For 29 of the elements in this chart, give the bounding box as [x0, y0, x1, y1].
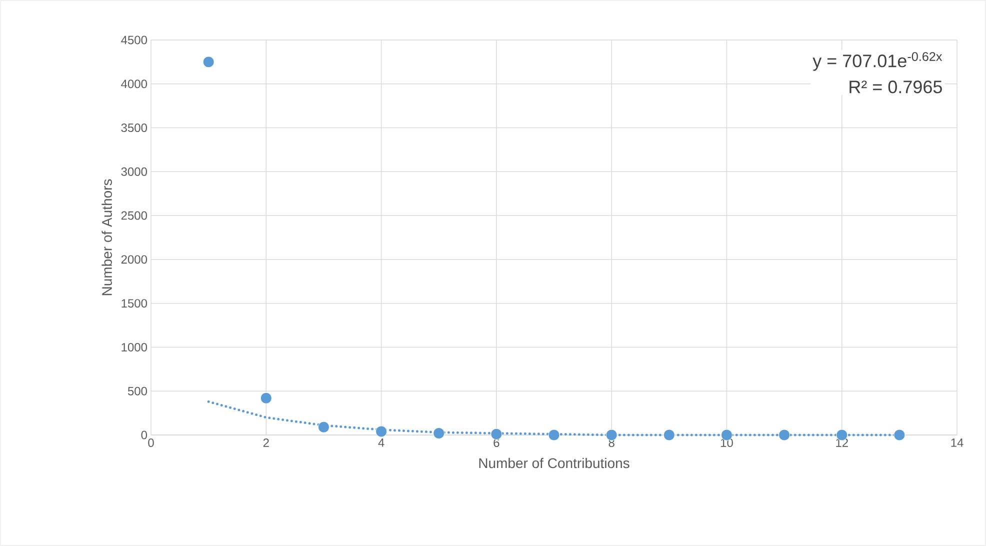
x-tick-label: 14 — [951, 438, 964, 447]
x-axis-title: Number of Contributions — [479, 458, 630, 468]
y-tick-label: 2000 — [121, 255, 148, 264]
x-tick-label: 2 — [263, 438, 269, 447]
annotation: R² = 0.7965 — [850, 80, 942, 94]
point — [433, 427, 445, 439]
y-tick-label: 4500 — [121, 36, 148, 44]
y-axis-title: Number of Authors — [102, 179, 112, 296]
point — [778, 429, 790, 441]
y-tick-label: 0 — [141, 430, 148, 440]
y-tick-label: 1000 — [122, 342, 148, 352]
point — [376, 426, 388, 438]
point — [202, 56, 214, 68]
y-tick-label: 3500 — [121, 124, 148, 132]
y-tick-label: 3000 — [121, 167, 148, 176]
point — [894, 429, 906, 441]
point — [260, 392, 272, 404]
y-tick-label: 1500 — [122, 299, 148, 308]
point — [663, 429, 675, 441]
annotation: y = 707.01e$^{-0.62x}$ — [812, 52, 942, 71]
point — [548, 429, 560, 441]
y-tick-label: 500 — [128, 386, 148, 396]
point — [490, 428, 502, 440]
x-tick-label: 4 — [378, 438, 384, 447]
y-tick-label: 2500 — [121, 211, 148, 220]
y-tick-label: 4000 — [121, 80, 148, 88]
point — [318, 421, 330, 433]
x-tick-label: 0 — [148, 438, 154, 448]
point — [606, 429, 618, 441]
